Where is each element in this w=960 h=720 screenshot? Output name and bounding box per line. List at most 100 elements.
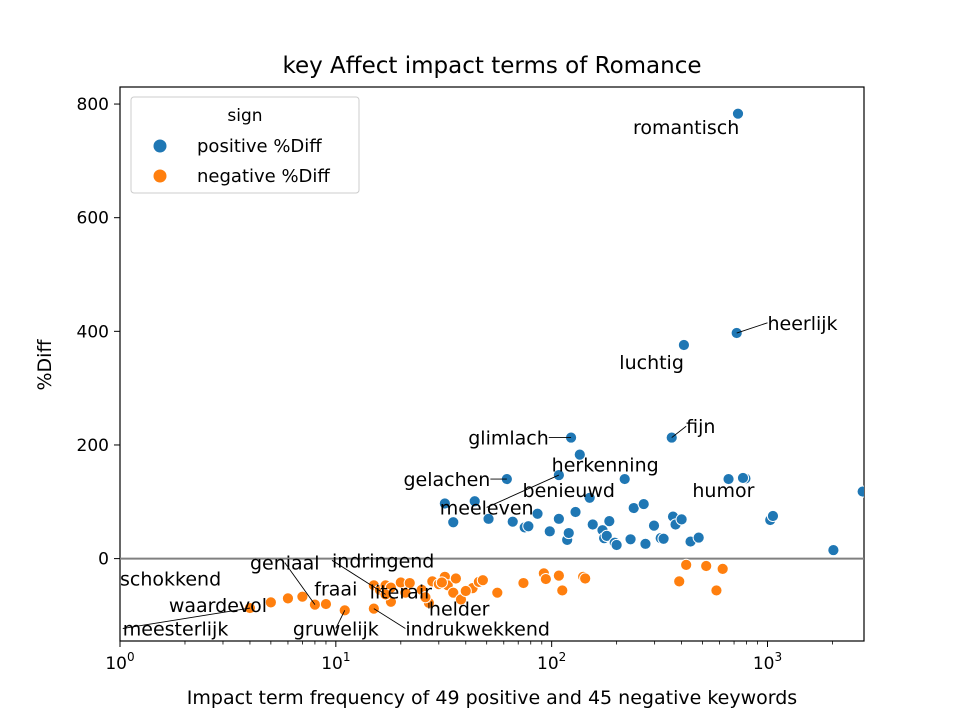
annotation-label: schokkend [120,568,221,590]
positive-point [692,531,705,544]
positive-point [438,497,451,510]
x-tick-exponent: 1 [343,650,351,664]
positive-point [569,505,582,519]
annotation-label: luchtig [619,352,684,374]
legend: sign positive %Diff negative %Diff [130,96,360,194]
annotation-leader-line [373,608,406,629]
plot-frame [119,86,865,642]
positive-point [677,338,691,352]
y-tick-label: 200 [77,436,109,456]
x-tick-exponent: 3 [774,650,782,664]
negative-point [459,584,472,598]
annotation-leader-line [671,425,687,438]
annotation-label: heerlijk [767,313,837,335]
negative-point [552,569,565,582]
positive-point [586,518,599,531]
negative-point [449,572,462,585]
legend-marker [152,138,168,154]
annotation-label: waardevol [169,595,267,617]
positive-point [639,537,652,550]
negative-point [419,591,432,604]
x-tick-base: 10 [537,654,559,674]
chart-title: key Affect impact terms of Romance [282,53,701,79]
annotation-label: meesterlijk [123,618,229,640]
annotation-label: romantisch [633,117,739,139]
annotation-leader-line [331,559,386,595]
positive-point [543,525,556,538]
annotation-label: humor [692,480,754,502]
positive-point [618,472,631,486]
negative-point [403,576,416,590]
x-tick-base: 10 [753,654,775,674]
negative-point [539,572,552,586]
annotation-label: indringend [332,550,434,572]
y-tick-label: 600 [77,209,109,229]
annotation-label: literair [370,582,432,604]
annotation-label: fraai [314,579,357,601]
x-tick-label: 100 [105,650,134,674]
positive-point [675,513,688,526]
negative-point [579,572,592,585]
positive-point [736,471,750,485]
negative-point [296,590,309,603]
negative-point [319,597,333,611]
positive-point [447,516,460,529]
annotation-label: benieuwd [523,480,615,502]
annotation-label: fijn [686,416,715,438]
data-points [243,107,864,617]
negative-point [264,596,277,609]
positive-point [827,543,840,557]
positive-point [647,519,661,532]
y-tick-label: 0 [98,550,109,570]
annotation-leader-line [335,610,346,629]
positive-point [766,509,780,523]
positive-point [531,507,544,520]
x-tick-exponent: 2 [559,650,567,664]
positive-point [856,485,864,498]
annotation-leader-line [284,562,316,605]
negative-point [673,575,686,588]
positive-point [610,538,623,552]
positive-point [562,526,575,540]
negative-point [710,584,723,597]
negative-point [491,586,504,599]
negative-point [680,558,693,571]
negative-point [281,592,295,605]
negative-point [700,559,713,573]
positive-point [506,515,519,528]
x-tick-exponent: 0 [127,650,135,664]
negative-point [517,576,530,590]
positive-point [573,448,586,461]
negative-point [556,584,569,597]
positive-point [722,472,735,486]
annotation-label: glimlach [468,428,549,450]
legend-frame [130,96,360,194]
y-tick-label: 800 [77,95,109,115]
annotation-label: geniaal [250,553,320,575]
x-tick-base: 10 [105,654,127,674]
x-tick-base: 10 [321,654,343,674]
positive-point [522,520,535,533]
annotation-label: helder [429,599,490,621]
annotation-leader-line [122,607,251,629]
negative-point [476,574,489,587]
negative-point [435,576,448,589]
legend-title: sign [227,106,262,126]
positive-point [583,491,596,504]
positive-point [603,515,616,528]
annotation-leader-line [486,474,560,508]
negative-point [716,562,729,575]
legend-entry: positive %Diff [197,136,322,157]
positive-point [482,512,495,525]
annotation-label: gelachen [403,469,490,491]
positive-point [657,532,670,545]
x-axis-label: Impact term frequency of 49 positive and… [187,687,797,709]
x-tick-label: 102 [537,650,566,674]
positive-point [552,512,565,525]
y-axis-label: %Diff [34,339,56,391]
negative-point [447,586,460,599]
annotation-label: indrukwekkend [405,618,550,640]
annotation-leader-line [736,322,768,334]
